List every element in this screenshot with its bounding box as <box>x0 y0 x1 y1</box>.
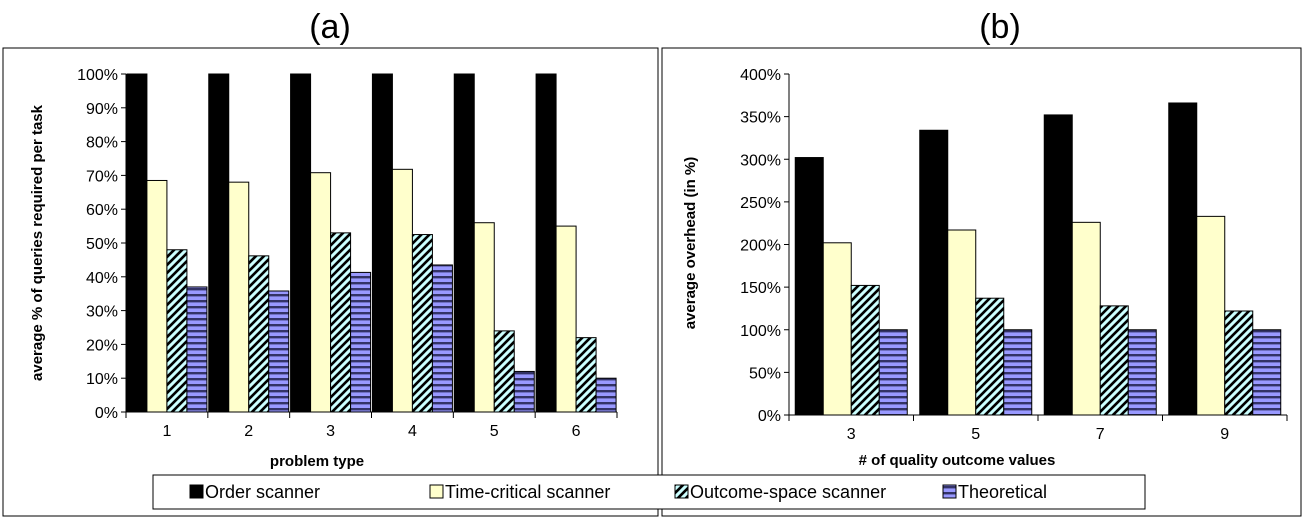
chart-b: 0% 50% 100% 150% 200% 250% 300% 350% 400% 3 5 7 9 <box>740 67 1288 443</box>
chart-b-bar-order-9 <box>1168 102 1198 416</box>
chart-b-ytick-label: 200% <box>740 238 781 255</box>
chart-a-bar-time-critical-5 <box>473 222 495 413</box>
chart-a-bar-outcome-space-4 <box>411 234 433 413</box>
chart-a-ytick-label: 80% <box>86 135 118 152</box>
panel-b-frame <box>661 47 1302 517</box>
panel-a-title: (a) <box>309 8 351 46</box>
legend-label-time-critical: Time-critical scanner <box>445 482 610 502</box>
legend-swatch-outcome-space <box>674 484 689 499</box>
chart-a-ytick-label: 50% <box>86 236 118 253</box>
legend-swatch-time-critical <box>429 484 444 499</box>
chart-b-bar-outcome-space-3 <box>850 284 880 416</box>
chart-a-bar-time-critical-6 <box>555 225 577 413</box>
chart-a-bar-theoretical-3 <box>350 271 372 413</box>
panel-a-frame <box>2 47 659 517</box>
chart-a: 0% 10% 20% 30% 40% 50% 60% 70% 80% 90% 100% 1 2 3 4 5 6 <box>77 67 618 440</box>
chart-a-ytick-label: 60% <box>86 202 118 219</box>
chart-a-bar-order-5 <box>453 73 475 413</box>
chart-b-ytick-label: 100% <box>740 323 781 340</box>
chart-a-bar-theoretical-2 <box>268 290 290 413</box>
chart-a-bar-time-critical-3 <box>310 172 332 413</box>
chart-a-bar-time-critical-1 <box>146 179 168 413</box>
chart-a-xtick-label: 5 <box>490 423 499 440</box>
chart-a-bar-order-2 <box>208 73 230 413</box>
chart-b-ytick-label: 300% <box>740 152 781 169</box>
chart-a-ytick-label: 100% <box>77 67 118 84</box>
chart-b-bar-time-critical-3 <box>822 242 852 416</box>
legend-swatch-order <box>189 484 204 499</box>
legend-label-outcome-space: Outcome-space scanner <box>690 482 886 502</box>
chart-b-bar-order-7 <box>1043 114 1073 416</box>
chart-a-xtick-label: 4 <box>408 423 417 440</box>
legend-label-theoretical: Theoretical <box>958 482 1047 502</box>
chart-a-ytick-label: 20% <box>86 337 118 354</box>
chart-b-bar-theoretical-3 <box>878 329 908 416</box>
chart-a-bar-theoretical-1 <box>186 286 208 413</box>
chart-a-bar-order-6 <box>535 73 557 413</box>
chart-a-bar-outcome-space-2 <box>248 255 270 413</box>
chart-b-bar-order-3 <box>794 157 824 416</box>
chart-b-ytick-label: 150% <box>740 280 781 297</box>
chart-a-ylabel: average % of queries required per task <box>29 104 46 381</box>
chart-a-xtick-label: 2 <box>244 423 253 440</box>
chart-a-ytick-label: 90% <box>86 101 118 118</box>
legend-label-order: Order scanner <box>205 482 320 502</box>
chart-b-bar-order-5 <box>919 129 949 416</box>
legend-swatch-theoretical <box>942 484 957 499</box>
chart-a-bar-outcome-space-6 <box>575 337 597 413</box>
chart-b-bar-time-critical-7 <box>1071 221 1101 416</box>
chart-a-bar-theoretical-4 <box>431 264 453 413</box>
chart-b-xtick-label: 9 <box>1220 426 1229 443</box>
chart-a-ytick-label: 30% <box>86 304 118 321</box>
chart-b-bar-theoretical-5 <box>1003 329 1033 416</box>
chart-a-bar-order-4 <box>371 73 393 413</box>
chart-a-xtick-label: 3 <box>326 423 335 440</box>
chart-a-bar-time-critical-2 <box>228 181 250 413</box>
chart-b-bar-theoretical-7 <box>1127 329 1157 416</box>
chart-b-ytick-label: 0% <box>758 408 781 425</box>
chart-b-xlabel: # of quality outcome values <box>859 452 1056 469</box>
chart-a-bar-theoretical-6 <box>595 377 617 413</box>
chart-b-bar-time-critical-9 <box>1196 215 1226 416</box>
chart-a-ytick-label: 40% <box>86 270 118 287</box>
chart-b-bar-outcome-space-5 <box>975 297 1005 416</box>
chart-a-ytick-label: 10% <box>86 371 118 388</box>
chart-b-xtick-label: 7 <box>1096 426 1105 443</box>
chart-a-ytick-label: 0% <box>95 405 118 422</box>
chart-a-xlabel: problem type <box>270 453 364 470</box>
chart-a-xtick-label: 6 <box>572 423 581 440</box>
chart-a-bar-outcome-space-1 <box>166 249 188 413</box>
chart-b-bar-outcome-space-7 <box>1099 305 1129 416</box>
chart-b-xtick-label: 3 <box>847 426 856 443</box>
chart-a-bar-outcome-space-3 <box>330 232 352 413</box>
chart-b-ytick-label: 250% <box>740 195 781 212</box>
chart-b-bar-theoretical-9 <box>1252 329 1282 416</box>
chart-b-ytick-label: 350% <box>740 110 781 127</box>
chart-a-bar-theoretical-5 <box>513 370 535 413</box>
chart-a-xtick-label: 1 <box>162 423 171 440</box>
chart-b-ytick-label: 400% <box>740 67 781 84</box>
chart-a-ytick-label: 70% <box>86 168 118 185</box>
legend-frame <box>152 474 1146 510</box>
chart-b-xtick-label: 5 <box>971 426 980 443</box>
chart-b-ylabel: average overhead (in %) <box>682 157 699 330</box>
chart-a-bar-order-3 <box>290 73 312 413</box>
panel-b-title: (b) <box>979 8 1021 46</box>
chart-b-ytick-label: 50% <box>749 365 781 382</box>
chart-a-bar-outcome-space-5 <box>493 330 515 413</box>
chart-a-bar-order-1 <box>126 73 148 413</box>
chart-a-bar-time-critical-4 <box>391 168 413 413</box>
chart-b-bar-outcome-space-9 <box>1224 310 1254 416</box>
chart-b-bar-time-critical-5 <box>947 229 977 416</box>
